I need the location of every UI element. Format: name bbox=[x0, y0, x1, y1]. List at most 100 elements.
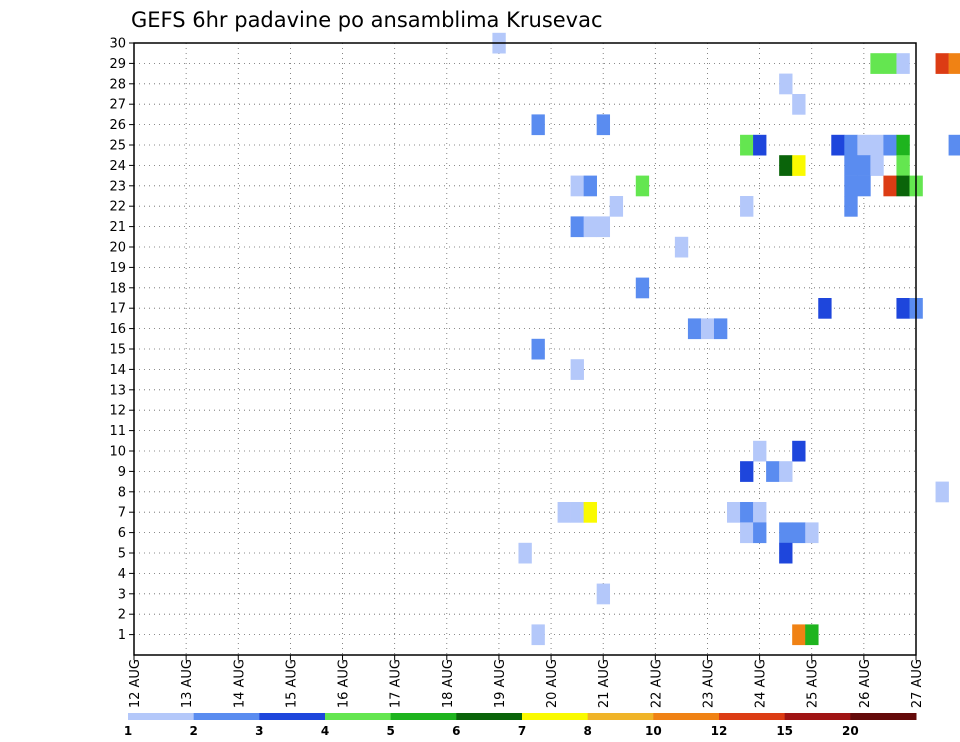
colorbar-label: 7 bbox=[518, 724, 526, 738]
x-tick-label: 18 AUG bbox=[441, 659, 456, 708]
precip-cell bbox=[740, 502, 754, 523]
precip-cell bbox=[740, 196, 754, 217]
y-tick-label: 11 bbox=[109, 424, 126, 439]
precip-cell bbox=[896, 175, 910, 197]
colorbar-swatch bbox=[193, 713, 260, 720]
x-tick-label: 22 AUG bbox=[649, 659, 664, 708]
precip-cell bbox=[857, 134, 871, 156]
colorbar-label: 2 bbox=[189, 724, 197, 738]
x-tick-label: 14 AUG bbox=[232, 659, 247, 708]
x-tick-label: 16 AUG bbox=[337, 659, 352, 708]
precip-cell bbox=[896, 53, 910, 74]
precip-cell bbox=[792, 94, 806, 115]
y-tick-label: 17 bbox=[109, 302, 126, 317]
precip-cell bbox=[570, 175, 584, 197]
y-tick-label: 22 bbox=[109, 200, 126, 215]
precip-cell bbox=[831, 134, 845, 156]
y-tick-label: 16 bbox=[109, 322, 126, 337]
x-tick-label: 27 AUG bbox=[910, 659, 925, 708]
y-tick-label: 24 bbox=[109, 159, 126, 174]
grid-lines bbox=[133, 42, 917, 655]
y-tick-label: 30 bbox=[109, 37, 126, 52]
precip-cell bbox=[596, 216, 611, 238]
colorbar-label: 1 bbox=[124, 724, 132, 738]
y-tick-label: 26 bbox=[109, 118, 126, 133]
precip-cell bbox=[805, 522, 819, 544]
precip-cell bbox=[792, 155, 806, 176]
precip-cell bbox=[609, 196, 624, 217]
precip-cell bbox=[883, 134, 897, 156]
colorbar-swatch bbox=[653, 713, 720, 720]
y-tick-label: 7 bbox=[118, 506, 126, 521]
y-tick-label: 8 bbox=[118, 485, 126, 500]
precip-cell bbox=[870, 155, 884, 176]
colorbar-label: 20 bbox=[842, 724, 859, 738]
precip-cell bbox=[779, 73, 793, 95]
precip-cell bbox=[935, 481, 949, 503]
colorbar-label: 12 bbox=[711, 724, 728, 738]
x-tick-label: 17 AUG bbox=[389, 659, 404, 708]
y-tick-label: 1 bbox=[118, 628, 126, 643]
precip-cell bbox=[896, 155, 910, 176]
y-tick-label: 23 bbox=[109, 179, 126, 194]
precip-cell bbox=[844, 134, 858, 156]
colorbar-swatch bbox=[784, 713, 851, 720]
precip-cell bbox=[753, 440, 767, 462]
precip-cell bbox=[779, 155, 793, 176]
y-tick-label: 19 bbox=[109, 261, 126, 276]
precip-cell bbox=[753, 134, 767, 156]
precip-cell bbox=[753, 522, 767, 544]
precip-cell bbox=[674, 236, 689, 258]
colorbar-label: 5 bbox=[386, 724, 394, 738]
precip-cell bbox=[596, 114, 611, 136]
colorbar-swatch bbox=[325, 713, 392, 720]
precip-cell bbox=[583, 216, 597, 238]
precip-cell bbox=[635, 277, 650, 299]
precip-cell bbox=[531, 624, 545, 646]
precip-cell bbox=[596, 583, 611, 605]
colorbar-swatch bbox=[259, 713, 326, 720]
y-tick-label: 6 bbox=[118, 526, 126, 541]
y-tick-label: 15 bbox=[109, 343, 126, 358]
colorbar-swatch bbox=[128, 713, 195, 720]
precip-cell bbox=[883, 53, 897, 74]
precip-cell bbox=[792, 440, 806, 462]
precip-cell bbox=[700, 318, 715, 340]
y-axis: 1234567891011121314151617181920212223242… bbox=[109, 37, 134, 643]
y-tick-label: 13 bbox=[109, 383, 126, 398]
precip-cell bbox=[896, 298, 910, 319]
y-tick-label: 28 bbox=[109, 77, 126, 92]
chart-title: GEFS 6hr padavine po ansamblima Krusevac bbox=[131, 8, 603, 32]
precip-cell bbox=[635, 175, 650, 197]
precip-cell bbox=[727, 502, 741, 523]
x-axis: 12 AUG 13 AUG 14 AUG 15 AUG 16 AUG 17 AUG 18 A… bbox=[128, 655, 925, 708]
precip-cell bbox=[935, 53, 949, 74]
colorbar-label: 10 bbox=[645, 724, 662, 738]
precip-cell bbox=[570, 216, 584, 238]
precip-cell bbox=[740, 522, 754, 544]
y-tick-label: 20 bbox=[109, 241, 126, 256]
precip-cell bbox=[570, 359, 584, 380]
precip-cell bbox=[583, 502, 597, 523]
colorbar-label: 6 bbox=[452, 724, 460, 738]
x-tick-label: 25 AUG bbox=[806, 659, 821, 708]
precip-cell bbox=[779, 522, 793, 544]
y-tick-label: 12 bbox=[109, 404, 126, 419]
y-tick-label: 27 bbox=[109, 98, 126, 113]
colorbar-label: 8 bbox=[583, 724, 591, 738]
y-tick-label: 18 bbox=[109, 281, 126, 296]
precip-cell bbox=[883, 175, 897, 197]
x-tick-label: 12 AUG bbox=[128, 659, 143, 708]
x-tick-label: 20 AUG bbox=[545, 659, 560, 708]
colorbar-swatch bbox=[456, 713, 523, 720]
precip-cell bbox=[844, 196, 858, 217]
precip-cell bbox=[779, 461, 793, 482]
colorbar: 1 2 3 4 5 6 7 8 10 12 15 20 bbox=[124, 713, 917, 738]
x-tick-label: 19 AUG bbox=[493, 659, 508, 708]
x-tick-label: 24 AUG bbox=[754, 659, 769, 708]
precip-cell bbox=[518, 542, 532, 564]
precip-cell bbox=[805, 624, 819, 646]
precip-cell bbox=[713, 318, 728, 340]
precip-cell bbox=[792, 522, 806, 544]
